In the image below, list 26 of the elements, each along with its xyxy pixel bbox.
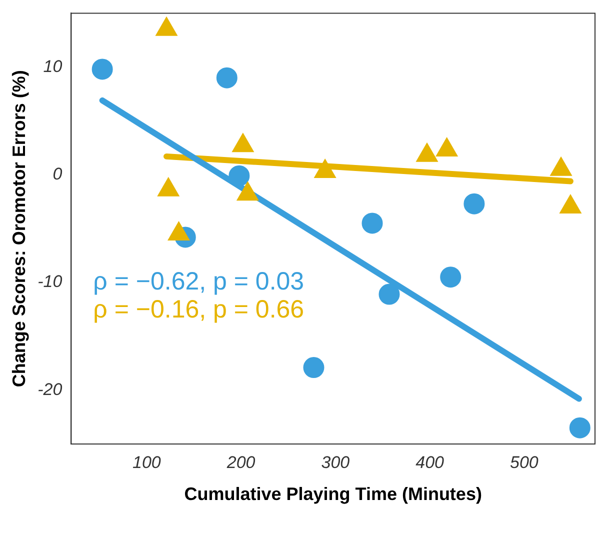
point: [232, 133, 254, 152]
y-tick-label: 10: [43, 56, 63, 76]
x-tick-label: 300: [321, 452, 350, 472]
point: [303, 357, 324, 378]
annotation: ρ = −0.16, p = 0.66: [93, 295, 304, 324]
point: [378, 284, 400, 305]
point: [436, 137, 458, 156]
annotation: ρ = −0.62, p = 0.03: [93, 267, 304, 296]
point: [156, 16, 178, 36]
point: [157, 177, 180, 196]
point: [416, 142, 438, 162]
x-tick-label: 400: [416, 452, 445, 472]
y-axis-title: Change Scores: Oromotor Errors (%): [8, 70, 29, 388]
y-tick-label: -10: [38, 272, 63, 292]
point: [314, 159, 336, 178]
point: [236, 182, 259, 201]
y-tick-label: -20: [38, 380, 63, 399]
point: [168, 221, 190, 240]
point: [550, 156, 572, 176]
x-tick-label: 200: [226, 452, 256, 472]
x-tick-label: 500: [510, 452, 539, 472]
x-tick-label: 100: [132, 452, 162, 472]
x-axis-title: Cumulative Playing Time (Minutes): [184, 484, 482, 504]
y-tick-label: 0: [52, 164, 63, 184]
point: [560, 194, 582, 214]
point: [569, 417, 590, 438]
